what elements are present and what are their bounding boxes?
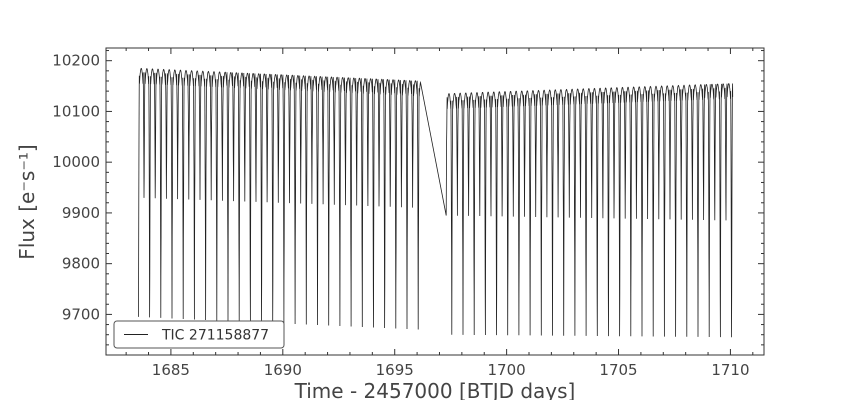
x-axis-ticks: 1685 1690 1695 1700 1705 1710 [125,48,754,379]
y-tick-label: 9900 [62,204,100,222]
x-tick-label: 1695 [376,361,414,379]
legend-box [113,320,285,349]
series-layer [138,67,734,338]
x-tick-label: 1690 [264,361,302,379]
plot-frame [105,47,765,356]
y-axis-ticks: 9700 9800 9900 10000 10100 10200 [52,50,764,356]
x-tick-label: 1710 [711,361,749,379]
y-axis-label: Flux [e⁻s⁻¹] [15,144,39,259]
x-axis-label: Time - 2457000 [BTJD days] [294,379,576,400]
y-tick-label: 10100 [52,102,100,120]
y-tick-label: 9700 [62,305,100,323]
y-tick-label: 9800 [62,255,100,273]
y-tick-label: 10000 [52,153,100,171]
legend-entry-label: TIC 271158877 [161,328,269,344]
x-tick-label: 1685 [152,361,190,379]
x-tick-label: 1705 [599,361,637,379]
legend: TIC 271158877 [113,320,285,349]
series-line [138,67,734,338]
y-tick-label: 10200 [52,52,100,70]
x-tick-label: 1700 [488,361,526,379]
